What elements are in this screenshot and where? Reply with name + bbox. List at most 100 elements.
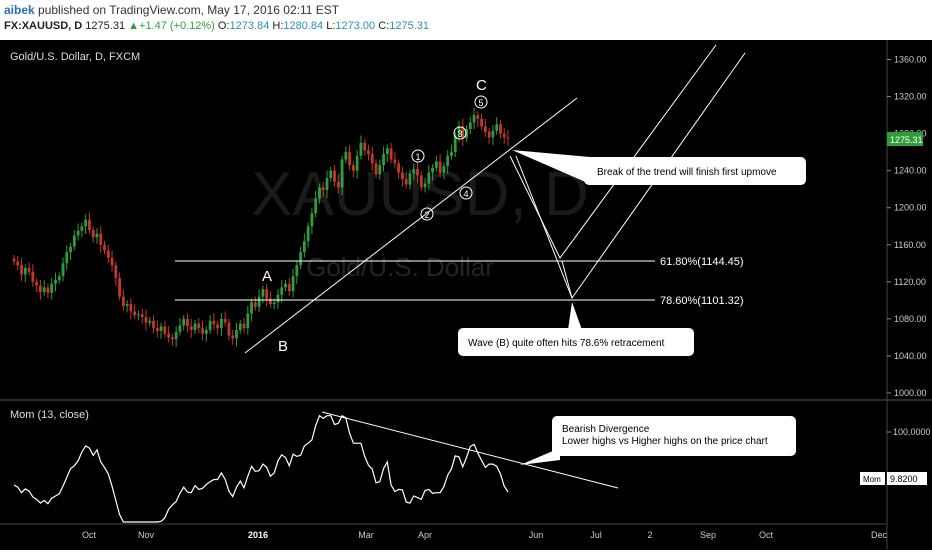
candle (261, 289, 265, 297)
candle (389, 148, 393, 160)
callout-divergence[interactable]: Bearish Divergence Lower highs vs Higher… (520, 416, 796, 465)
candle (91, 229, 95, 238)
chart-area[interactable]: XAUUSD, D Gold/U.S. Dollar Gold/U.S. Dol… (0, 40, 932, 550)
last-price-tag-label: 1275.31 (890, 135, 923, 145)
candle (321, 187, 325, 191)
candle (133, 311, 137, 316)
time-axis-label: Dec (871, 530, 888, 540)
price-tick-label: 1200.00 (894, 203, 927, 213)
high-label: H: (272, 20, 284, 32)
candle (31, 271, 35, 282)
candle (431, 167, 434, 173)
callout-trend-text: Break of the trend will finish first upm… (597, 167, 777, 178)
candle (393, 159, 397, 164)
candle (50, 283, 54, 293)
candle (333, 170, 336, 182)
wave-number-3: 3 (453, 126, 467, 140)
candle (103, 244, 106, 251)
candle (167, 333, 171, 338)
candle (284, 283, 287, 288)
candle (57, 276, 61, 280)
candle (163, 326, 167, 334)
candle (495, 124, 499, 131)
candle (148, 320, 152, 323)
candle (314, 198, 318, 214)
candle (329, 170, 333, 179)
candle (208, 320, 212, 331)
callout-divergence-line2: Lower highs vs Higher highs on the price… (562, 436, 768, 447)
quote-line: FX:XAUUSD, D 1275.31 ▲+1.47 (+0.12%) O:1… (4, 20, 429, 32)
wave-number-1: 1 (411, 149, 425, 163)
candle (242, 323, 246, 329)
candle (106, 250, 110, 258)
candle (419, 175, 423, 188)
symbol-label[interactable]: FX:XAUUSD, D (4, 20, 83, 32)
candle (65, 252, 69, 264)
candle (80, 226, 84, 231)
svg-text:4: 4 (463, 189, 468, 199)
svg-text:2: 2 (424, 210, 429, 220)
price-tick-label: 1360.00 (894, 55, 927, 65)
candle (287, 283, 291, 292)
price-tick-label: 1320.00 (894, 92, 927, 102)
momentum-line[interactable] (13, 414, 509, 523)
candle (310, 213, 314, 227)
chart-svg[interactable]: XAUUSD, D Gold/U.S. Dollar Gold/U.S. Dol… (0, 40, 932, 550)
candle (404, 179, 408, 185)
author-link[interactable]: aibek (4, 3, 35, 17)
open-label: O: (217, 20, 230, 32)
divergence-line[interactable] (321, 411, 619, 489)
svg-text:9.8200: 9.8200 (890, 474, 918, 484)
candle (227, 322, 231, 336)
candle (465, 128, 468, 139)
candle (416, 168, 419, 176)
mom-tick: 100.0000 (893, 427, 931, 437)
callout-wave[interactable]: Wave (B) quite often hits 78.6% retracem… (458, 302, 694, 356)
candle (20, 265, 23, 275)
candle (257, 296, 261, 307)
time-axis[interactable]: Oct Nov 2016 Mar Apr Jun Jul 2 Sep Oct Dec (82, 530, 888, 540)
candle (442, 166, 446, 173)
candle (88, 219, 91, 230)
candle (197, 323, 201, 329)
svg-text:3: 3 (457, 129, 462, 139)
candle (42, 287, 46, 293)
candle (374, 163, 378, 175)
candle (144, 317, 148, 323)
candle (499, 124, 502, 134)
candle (159, 326, 163, 331)
candle (487, 131, 491, 138)
candle (201, 328, 204, 334)
candle (152, 320, 155, 329)
candle (76, 230, 80, 236)
candle (23, 267, 27, 275)
candle (344, 152, 348, 160)
candle (408, 173, 412, 185)
time-axis-label: Oct (759, 530, 774, 540)
close-value: 1275.31 (389, 20, 429, 32)
candle (35, 281, 39, 286)
callout-trend[interactable]: Break of the trend will finish first upm… (512, 150, 806, 185)
candle (137, 314, 140, 316)
wave-label-c: C (476, 77, 487, 94)
candle (446, 155, 450, 167)
wave-label-a: A (262, 268, 272, 285)
projection-paths[interactable] (509, 44, 746, 300)
price-tick-label: 1240.00 (894, 166, 927, 176)
candle (453, 135, 457, 153)
candle (272, 302, 276, 305)
price-tick-label: 1000.00 (894, 388, 927, 398)
candle (382, 153, 385, 166)
main-pane-title: Gold/U.S. Dollar, D, FXCM (10, 51, 140, 63)
watermark-symbol: XAUUSD, D (251, 160, 589, 229)
candle (491, 130, 495, 138)
candle (140, 314, 144, 318)
candle (220, 318, 223, 329)
price-axis[interactable]: 1360.001320.001280.001240.001200.001160.… (887, 55, 927, 399)
candle (480, 118, 484, 127)
change-value: +1.47 (+0.12%) (139, 20, 215, 32)
callout-divergence-line1: Bearish Divergence (562, 424, 650, 435)
projection-path-1[interactable] (509, 44, 717, 259)
trendline[interactable] (244, 97, 578, 354)
candle (476, 115, 480, 119)
